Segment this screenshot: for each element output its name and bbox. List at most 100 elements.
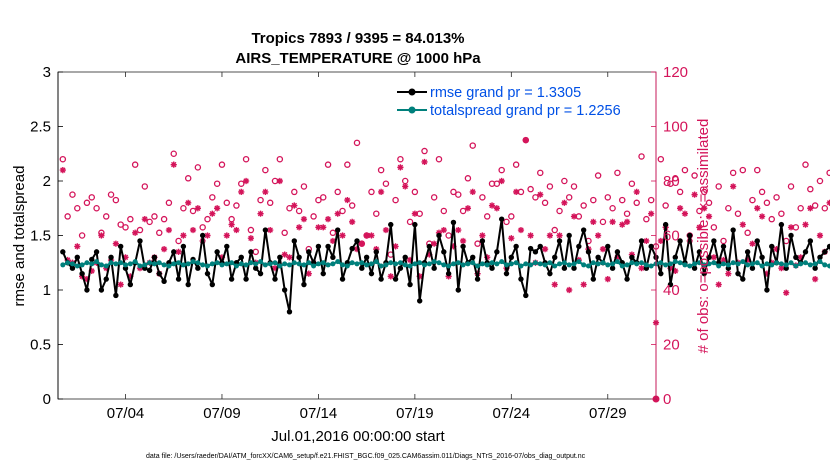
obs-assimilated-marker [286,254,293,261]
obs-assimilated-marker [74,243,81,250]
obs-possible-marker [406,218,414,226]
obs-possible-marker [194,164,202,171]
totalspread-point [118,260,124,266]
x-tick-label: 07/14 [300,405,338,422]
obs-possible-marker [638,153,645,160]
totalspread-point [735,261,741,267]
obs-assimilated-marker [744,256,751,264]
obs-possible-marker [667,180,674,187]
obs-possible-marker [479,194,486,201]
obs-possible-marker [257,196,264,204]
obs-assimilated-marker [189,226,197,234]
rmse-point [171,249,177,255]
right-y-tick-label: 100 [663,119,688,136]
obs-possible-marker [474,240,481,247]
rmse-point [277,254,283,260]
right-y-tick-label: 60 [663,228,680,245]
totalspread-point [730,260,736,266]
totalspread-point [778,261,784,267]
x-axis-ticks: 07/04 07/09 07/14 07/19 07/24 07/29 [107,72,627,422]
totalspread-point [701,262,707,268]
obs-possible-marker [493,180,501,187]
obs-assimilated-marker [488,202,496,209]
rmse-point [325,243,331,250]
obs-assimilated-marker [416,273,423,280]
totalspread-point [817,259,823,265]
totalspread-point [827,263,830,269]
right-y-axis-label: # of obs: o=possible; ×=assimilated [695,119,712,354]
rmse-point [759,254,765,260]
obs-possible-marker [604,194,612,201]
obs-assimilated-marker [445,273,452,280]
rmse-point [788,232,794,239]
totalspread-point [812,261,818,267]
totalspread-point [552,263,558,269]
obs-assimilated-marker [749,240,756,247]
totalspread-point [504,262,509,268]
totalspread-point [142,262,148,268]
totalspread-point [610,261,616,267]
totalspread-point [499,259,505,265]
obs-assimilated-marker [353,246,361,253]
rmse-point [84,287,90,293]
obs-assimilated-marker [238,188,245,195]
obs-possible-marker [175,237,182,245]
totalspread-point [605,262,611,268]
rmse-point [595,254,601,260]
rmse-point [137,238,143,244]
obs-possible-marker [512,161,520,168]
obs-possible-marker [763,199,771,207]
obs-possible-marker [633,199,640,207]
totalspread-point [147,260,153,266]
totalspread-point [436,260,442,266]
totalspread-point [663,262,669,268]
obs-assimilated-marker [551,281,558,288]
obs-possible-marker [430,194,438,201]
rmse-point [561,265,568,271]
obs-assimilated-marker [223,232,230,239]
obs-assimilated-marker [464,205,472,212]
rmse-point [754,238,760,244]
rmse-point [648,243,654,250]
obs-possible-marker [266,199,274,207]
rmse-point [108,254,114,260]
obs-possible-marker [734,210,742,217]
obs-possible-marker [334,188,341,196]
rmse-point [286,309,293,315]
totalspread-point [79,262,85,268]
rmse-point [253,265,259,271]
obs-possible-marker [609,204,616,212]
totalspread-point [576,259,582,265]
totalspread-point [667,261,673,267]
totalspread-point [639,260,645,266]
obs-possible-marker [754,166,761,174]
obs-possible-marker [450,188,457,196]
obs-assimilated-marker [508,235,515,242]
totalspread-point [803,260,808,266]
obs-possible-marker [146,218,153,226]
totalspread-point [364,262,370,268]
rmse-point [378,276,384,282]
totalspread-point [643,262,649,268]
obs-assimilated-marker [267,226,274,234]
totalspread-point [557,261,563,267]
rmse-point [474,276,481,282]
totalspread-point [359,260,365,266]
totalspread-point [151,261,157,267]
rmse-point [696,249,703,255]
totalspread-point [470,260,476,266]
totalspread-point [460,262,466,268]
totalspread-point [195,260,201,266]
obs-possible-marker [739,166,747,174]
obs-assimilated-marker [754,205,761,212]
right-y-tick-label: 80 [663,173,680,190]
obs-possible-marker [657,155,665,163]
obs-possible-marker [392,196,399,204]
rmse-point [711,238,717,244]
obs-assimilated-marker [363,232,370,239]
totalspread-point [513,260,519,266]
obs-assimilated-marker [657,237,664,245]
totalspread-point [296,261,302,267]
obs-possible-marker [725,204,732,212]
